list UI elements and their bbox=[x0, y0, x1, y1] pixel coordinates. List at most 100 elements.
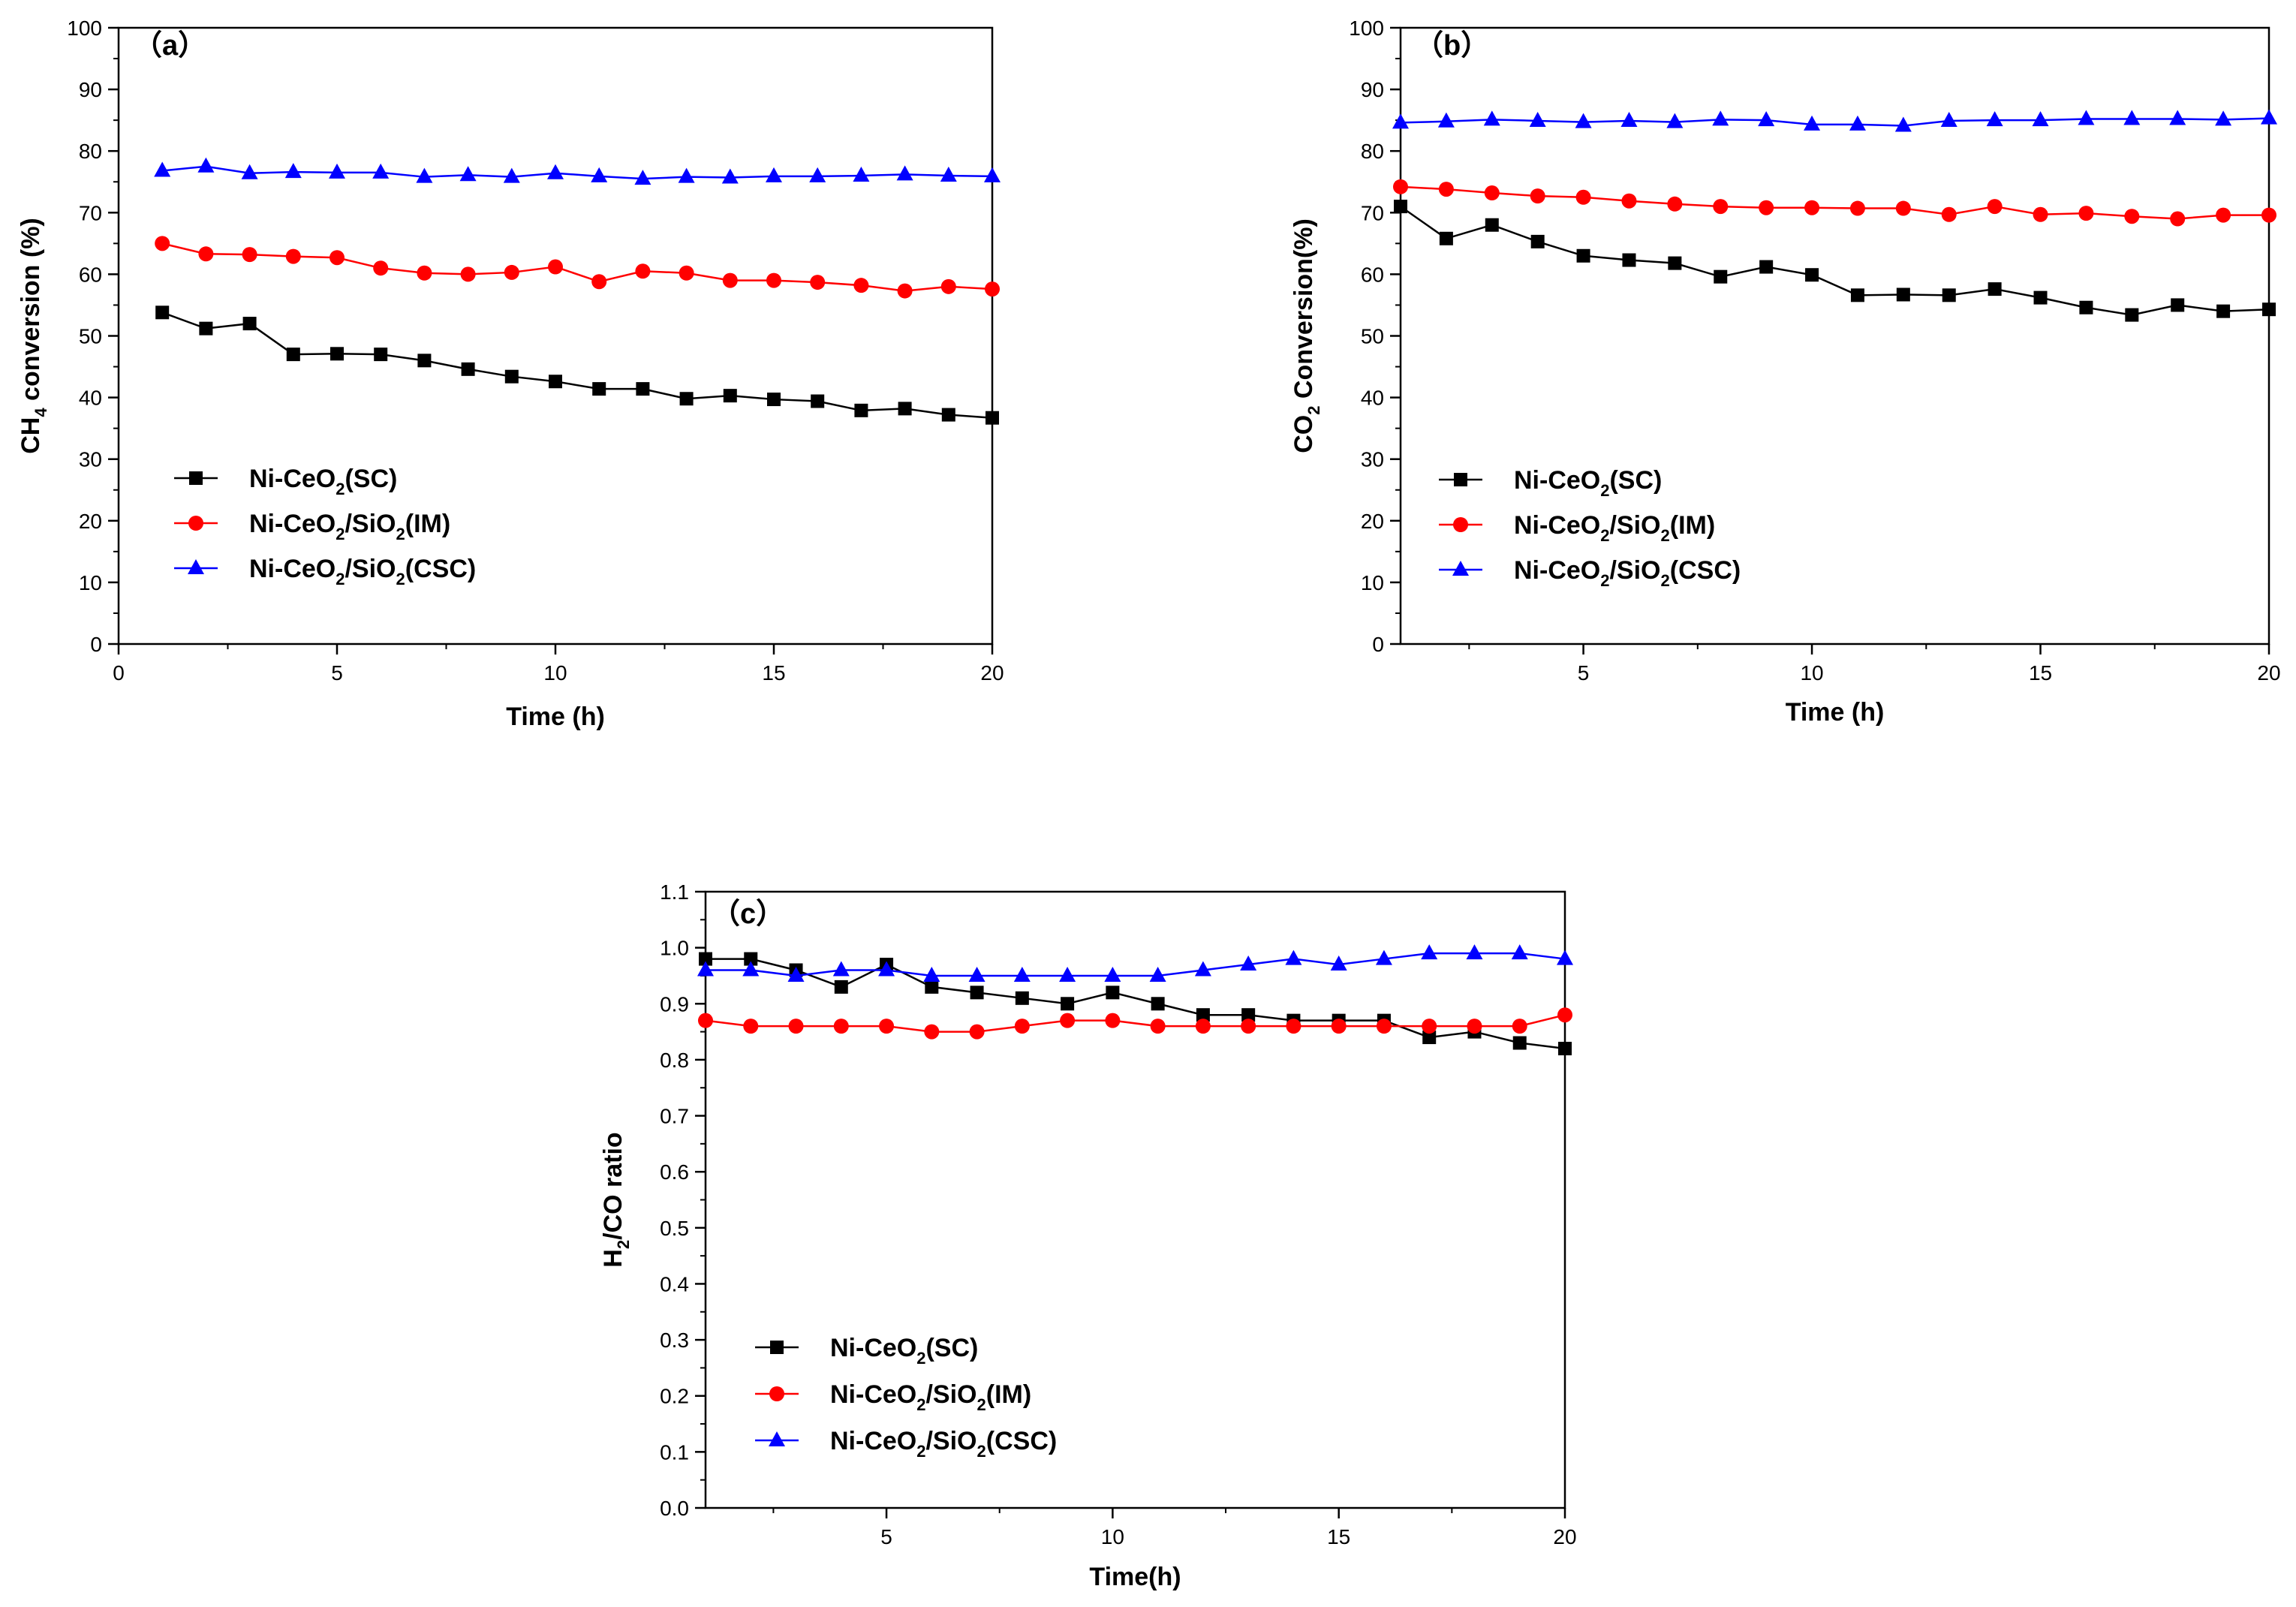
y-tick-label: 0.8 bbox=[660, 1049, 689, 1072]
data-point bbox=[504, 264, 519, 280]
data-point bbox=[1392, 113, 1409, 129]
data-point bbox=[1714, 269, 1728, 284]
data-point bbox=[547, 164, 564, 179]
data-point bbox=[2079, 300, 2093, 314]
data-point bbox=[853, 278, 869, 293]
legend-label: Ni-CeO2/SiO2(CSC) bbox=[1514, 556, 1741, 590]
data-point bbox=[1466, 944, 1483, 960]
y-tick-label: 0.7 bbox=[660, 1105, 689, 1128]
data-point bbox=[1942, 288, 1956, 302]
data-point bbox=[941, 408, 955, 422]
series-Ni-CeO2/SiO2(IM) bbox=[698, 1007, 1572, 1040]
data-point bbox=[1015, 991, 1029, 1005]
data-point bbox=[2171, 298, 2185, 312]
y-tick-label: 30 bbox=[79, 448, 102, 471]
data-point bbox=[1195, 1019, 1211, 1034]
legend-entry: Ni-CeO2(SC) bbox=[174, 465, 397, 498]
y-tick-label: 20 bbox=[1361, 510, 1384, 533]
series-Ni-CeO2/SiO2(IM) bbox=[1393, 179, 2276, 227]
data-point bbox=[1376, 1019, 1392, 1034]
data-point bbox=[854, 403, 868, 417]
data-point bbox=[2033, 206, 2048, 222]
data-point bbox=[833, 1019, 849, 1034]
y-tick-label: 80 bbox=[79, 140, 102, 163]
series-Ni-CeO2(SC) bbox=[699, 952, 1572, 1055]
data-point bbox=[1558, 1041, 1572, 1055]
y-tick-label: 70 bbox=[79, 201, 102, 224]
data-point bbox=[1104, 966, 1121, 982]
x-axis-title: Time(h) bbox=[1089, 1563, 1181, 1591]
legend-entry: Ni-CeO2/SiO2(IM) bbox=[755, 1380, 1031, 1414]
data-point bbox=[2215, 110, 2232, 126]
data-point bbox=[1483, 110, 1500, 126]
data-point bbox=[787, 966, 805, 982]
legend-marker bbox=[769, 1386, 784, 1401]
data-point bbox=[1759, 260, 1774, 274]
data-point bbox=[1894, 116, 1912, 132]
data-point bbox=[1393, 179, 1408, 194]
data-point bbox=[984, 167, 1001, 182]
data-point bbox=[1151, 997, 1165, 1011]
data-point bbox=[986, 411, 999, 425]
data-point bbox=[2216, 304, 2231, 318]
legend-label: Ni-CeO2/SiO2(IM) bbox=[1514, 511, 1715, 545]
data-point bbox=[1485, 218, 1499, 232]
x-tick-label: 20 bbox=[980, 661, 1004, 685]
plot-frame bbox=[117, 26, 994, 646]
data-point bbox=[2124, 209, 2140, 224]
data-point bbox=[809, 167, 826, 182]
data-point bbox=[1622, 253, 1636, 267]
data-point bbox=[744, 952, 758, 966]
series-line bbox=[706, 958, 1566, 1050]
data-point bbox=[1421, 944, 1438, 960]
data-point bbox=[923, 966, 940, 982]
data-point bbox=[1484, 185, 1500, 201]
data-point bbox=[503, 167, 520, 183]
data-point bbox=[635, 263, 651, 279]
series-Ni-CeO2(SC) bbox=[1394, 200, 2276, 322]
data-point bbox=[285, 248, 301, 264]
data-point bbox=[549, 375, 562, 389]
panel-label: （b） bbox=[1415, 30, 1489, 62]
data-point bbox=[329, 163, 345, 179]
series-Ni-CeO2/SiO2(CSC) bbox=[1392, 109, 2277, 132]
y-tick-label: 40 bbox=[79, 387, 102, 410]
data-point bbox=[1986, 111, 2003, 127]
data-point bbox=[1557, 1007, 1572, 1023]
y-tick-label: 100 bbox=[1349, 17, 1384, 40]
data-point bbox=[1758, 111, 1775, 127]
series-line bbox=[162, 165, 993, 180]
data-point bbox=[1621, 193, 1637, 209]
data-point bbox=[1804, 115, 1821, 131]
data-point bbox=[2033, 290, 2048, 305]
series-line bbox=[1400, 185, 2269, 220]
y-axis-title: H2/CO ratio bbox=[599, 1132, 633, 1267]
data-point bbox=[1940, 111, 1957, 127]
x-tick-label: 10 bbox=[1800, 661, 1823, 685]
data-point bbox=[197, 157, 215, 173]
data-point bbox=[1240, 955, 1257, 971]
data-point bbox=[767, 393, 781, 407]
data-point bbox=[461, 362, 475, 376]
data-point bbox=[1014, 1019, 1030, 1034]
data-point bbox=[1850, 288, 1864, 302]
data-point bbox=[1286, 1019, 1301, 1034]
legend-marker bbox=[1452, 561, 1469, 576]
data-point bbox=[1059, 966, 1076, 982]
panel-label: （c） bbox=[712, 898, 784, 930]
data-point bbox=[1285, 949, 1302, 965]
data-point bbox=[1149, 966, 1166, 982]
data-point bbox=[199, 321, 213, 336]
data-point bbox=[1666, 113, 1684, 128]
data-point bbox=[898, 402, 912, 416]
data-point bbox=[1394, 200, 1407, 214]
y-tick-label: 0 bbox=[1372, 633, 1384, 656]
data-point bbox=[766, 167, 782, 182]
data-point bbox=[853, 167, 870, 182]
y-tick-label: 60 bbox=[1361, 263, 1384, 286]
data-point bbox=[417, 354, 432, 368]
data-point bbox=[1530, 188, 1545, 204]
chart-panel-2: 0 10 20 30 40 50 60 70 80 90 100 5 10 15 20 Time (h) CO2… bbox=[1289, 17, 2281, 727]
data-point bbox=[1804, 200, 1820, 215]
data-point bbox=[636, 382, 650, 396]
